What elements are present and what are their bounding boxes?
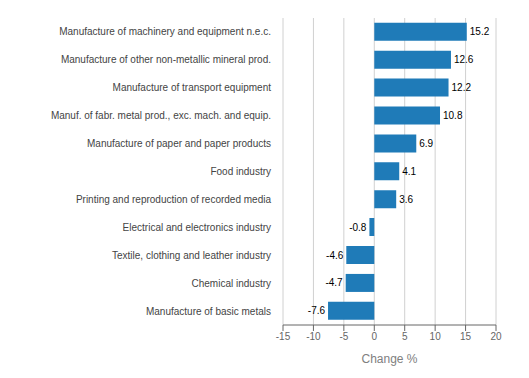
svg-text:Manufacture of other non-metal: Manufacture of other non-metallic minera… (61, 54, 271, 65)
svg-text:10.8: 10.8 (443, 110, 463, 121)
svg-text:Textile, clothing and leather: Textile, clothing and leather industry (112, 250, 271, 261)
svg-text:12.2: 12.2 (452, 82, 472, 93)
svg-text:Change %: Change % (361, 352, 417, 366)
svg-text:Printing and reproduction of r: Printing and reproduction of recorded me… (76, 194, 272, 205)
svg-text:-4.6: -4.6 (326, 250, 344, 261)
svg-text:-10: -10 (306, 331, 321, 342)
svg-text:0: 0 (372, 331, 378, 342)
svg-text:15: 15 (460, 331, 472, 342)
svg-text:3.6: 3.6 (399, 194, 413, 205)
svg-text:Manufacture of machinery and e: Manufacture of machinery and equipment n… (59, 26, 271, 37)
svg-text:Manufacture of paper and paper: Manufacture of paper and paper products (87, 138, 271, 149)
svg-text:5: 5 (402, 331, 408, 342)
svg-text:4.1: 4.1 (402, 166, 416, 177)
svg-text:Manufacture of basic metals: Manufacture of basic metals (146, 306, 271, 317)
svg-text:20: 20 (490, 331, 502, 342)
svg-text:10: 10 (430, 331, 442, 342)
svg-text:Food industry: Food industry (210, 166, 271, 177)
svg-text:-15: -15 (276, 331, 291, 342)
svg-text:-4.7: -4.7 (325, 277, 343, 288)
svg-text:Manufacture of transport equip: Manufacture of transport equipment (113, 82, 272, 93)
svg-text:6.9: 6.9 (419, 138, 433, 149)
svg-text:Chemical industry: Chemical industry (192, 278, 271, 289)
svg-text:-5: -5 (339, 331, 348, 342)
svg-text:15.2: 15.2 (470, 26, 490, 37)
svg-text:Manuf. of fabr. metal prod., e: Manuf. of fabr. metal prod., exc. mach. … (51, 110, 271, 121)
svg-text:Electrical and electronics ind: Electrical and electronics industry (123, 222, 271, 233)
svg-text:12.6: 12.6 (454, 54, 474, 65)
svg-text:-7.6: -7.6 (308, 305, 326, 316)
svg-text:-0.8: -0.8 (349, 222, 367, 233)
